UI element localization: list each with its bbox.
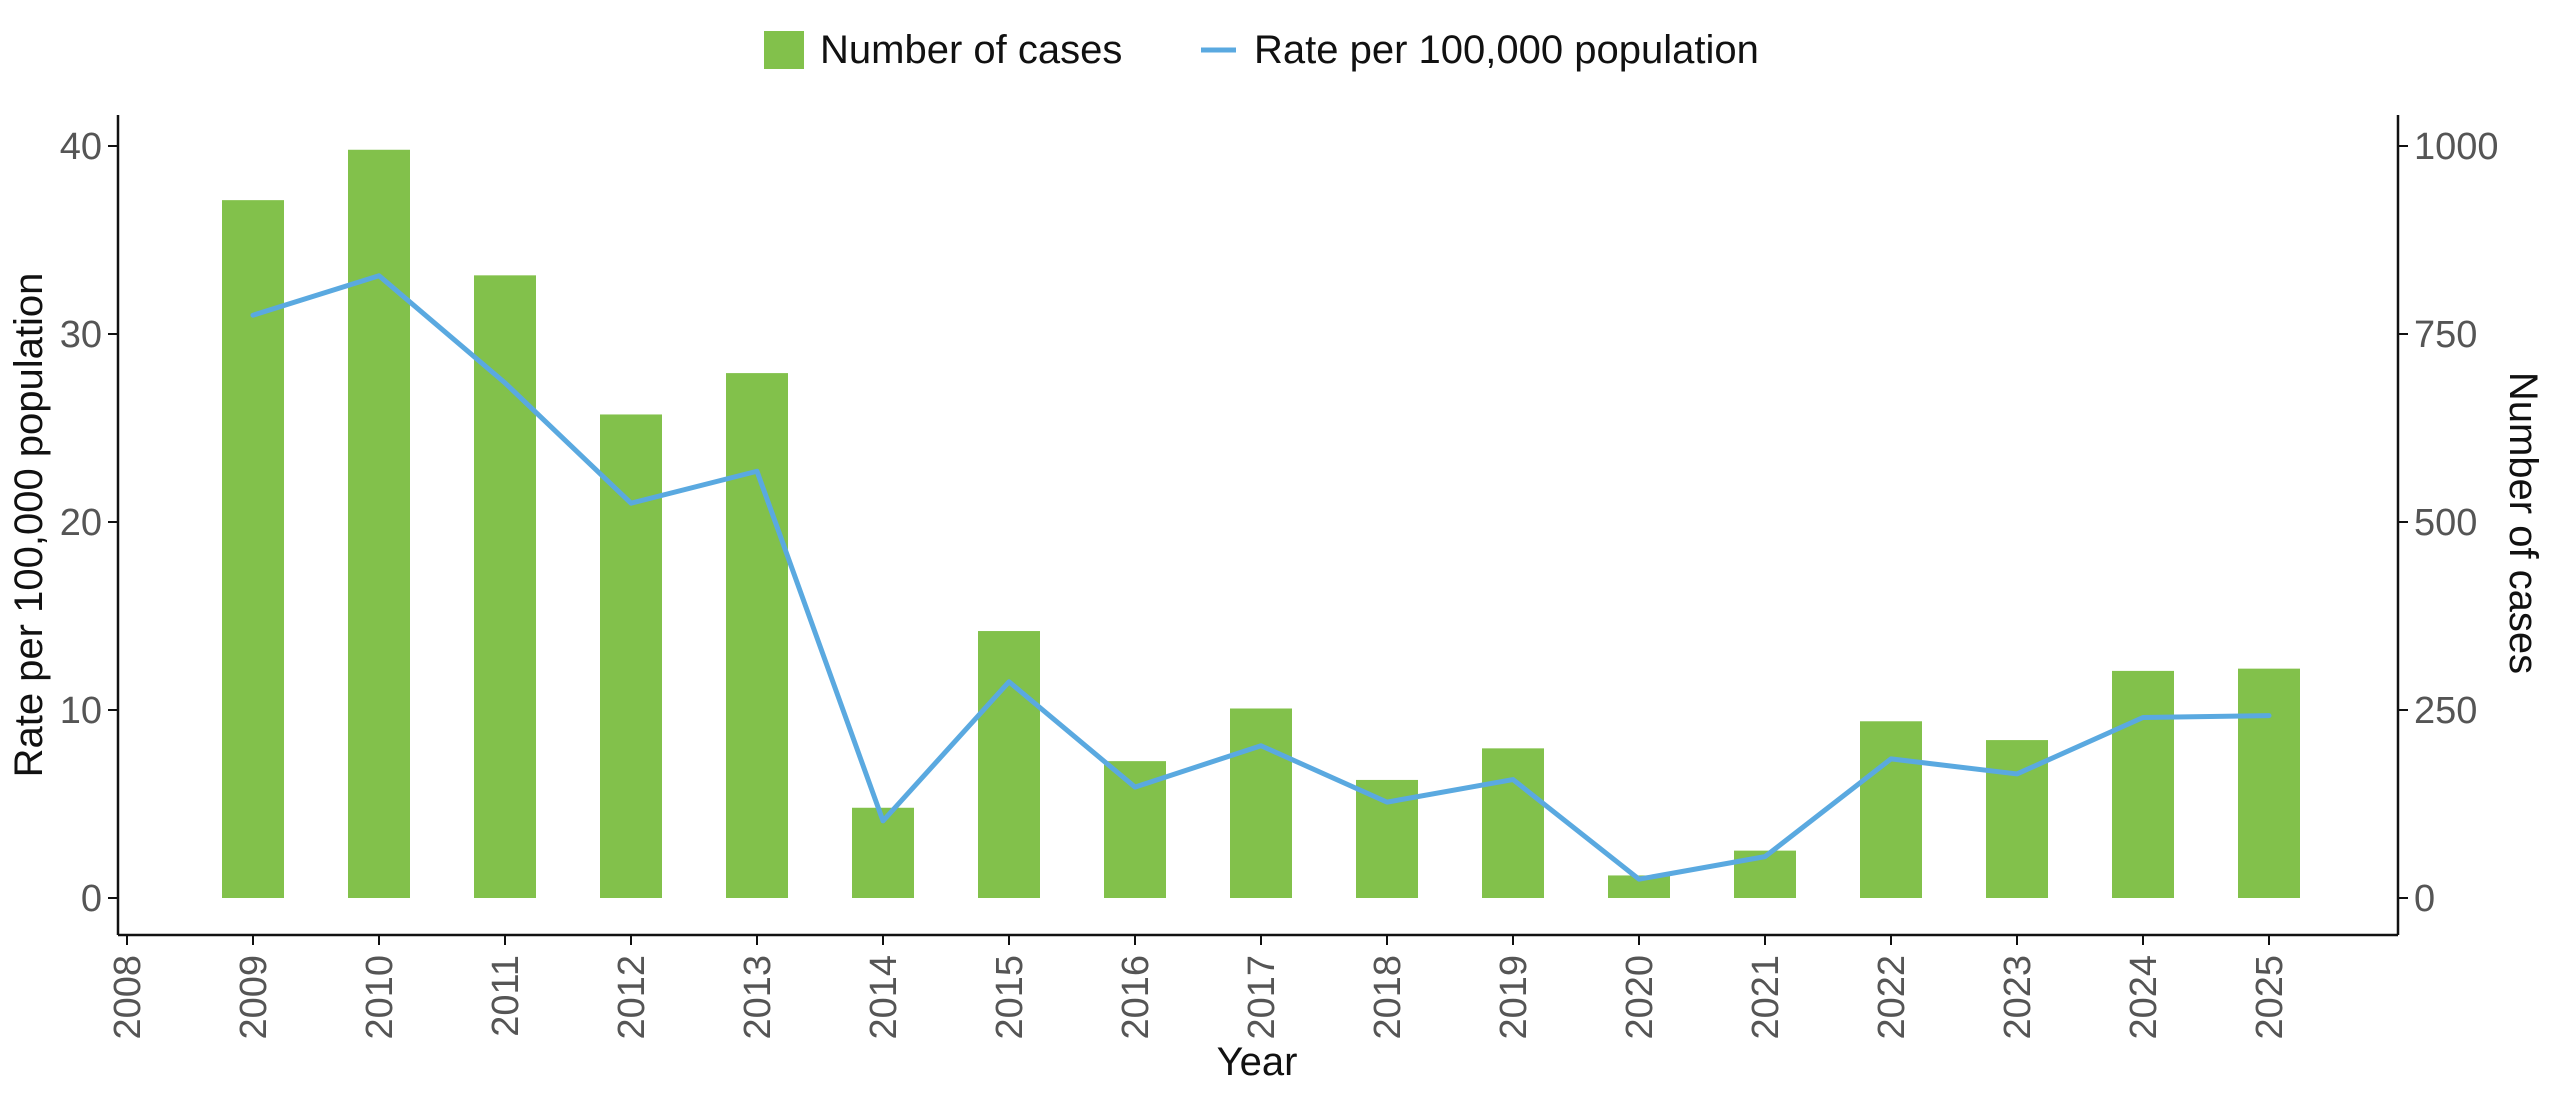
line-series-rate (250, 273, 2272, 882)
y-left-tick-label-40: 40 (60, 126, 102, 168)
x-tick-label-2013: 2013 (737, 955, 779, 1040)
legend-label-number-of-cases: Number of cases (820, 28, 1122, 72)
bar-2013 (726, 373, 788, 898)
y-left-tick-label-0: 0 (81, 878, 102, 920)
bar-2024 (2112, 670, 2174, 898)
x-tick-label-2011: 2011 (485, 955, 527, 1037)
bar-2011 (474, 275, 536, 898)
y-left-tick-label-20: 20 (60, 502, 102, 544)
bar-2019 (1482, 748, 1544, 898)
y-right-tick-label-1000: 1000 (2414, 126, 2499, 168)
x-axis-title: Year (1217, 1040, 1298, 1084)
y-axis-right-title: Number of cases (2501, 372, 2545, 674)
bar-series-number-of-cases (222, 149, 2300, 899)
x-tick-label-2021: 2021 (1745, 955, 1787, 1040)
y-axis-left-ticks: 0 10 20 30 40 (60, 126, 118, 920)
x-axis-ticks: 2008 2009 2010 2011 2012 2013 2014 2015 2016 2017… (107, 935, 2291, 1040)
bar-2012 (600, 414, 662, 898)
y-left-tick-label-30: 30 (60, 314, 102, 356)
bar-2010 (348, 149, 410, 898)
bar-2020 (1608, 875, 1670, 898)
legend-swatch-number-of-cases (764, 31, 804, 69)
x-tick-label-2023: 2023 (1997, 955, 2039, 1040)
legend-label-rate: Rate per 100,000 population (1254, 28, 1759, 72)
legend: Number of cases Rate per 100,000 populat… (764, 28, 1759, 72)
x-tick-label-2019: 2019 (1493, 955, 1535, 1040)
x-tick-label-2015: 2015 (989, 955, 1031, 1040)
x-tick-label-2016: 2016 (1115, 955, 1157, 1040)
x-tick-label-2022: 2022 (1871, 955, 1913, 1040)
x-tick-label-2012: 2012 (611, 955, 653, 1040)
x-tick-label-2025: 2025 (2249, 955, 2291, 1040)
y-right-tick-label-250: 250 (2414, 690, 2477, 732)
bar-2015 (978, 631, 1040, 898)
x-tick-label-2010: 2010 (359, 955, 401, 1040)
y-right-tick-label-0: 0 (2414, 878, 2435, 920)
y-right-tick-label-500: 500 (2414, 502, 2477, 544)
x-tick-label-2008: 2008 (107, 955, 149, 1040)
y-axis-right-ticks: 0 250 500 750 1000 (2398, 126, 2499, 920)
x-tick-label-2018: 2018 (1367, 955, 1409, 1040)
y-axis-left-title: Rate per 100,000 population (7, 273, 51, 778)
bar-2022 (1860, 721, 1922, 898)
bar-2025 (2238, 668, 2300, 898)
bar-2009 (222, 200, 284, 899)
x-tick-label-2014: 2014 (863, 955, 905, 1040)
bar-2017 (1230, 708, 1292, 898)
x-tick-label-2020: 2020 (1619, 955, 1661, 1040)
y-left-tick-label-10: 10 (60, 690, 102, 732)
y-right-tick-label-750: 750 (2414, 314, 2477, 356)
x-tick-label-2009: 2009 (233, 955, 275, 1040)
x-tick-label-2017: 2017 (1241, 955, 1283, 1040)
x-tick-label-2024: 2024 (2123, 955, 2165, 1040)
